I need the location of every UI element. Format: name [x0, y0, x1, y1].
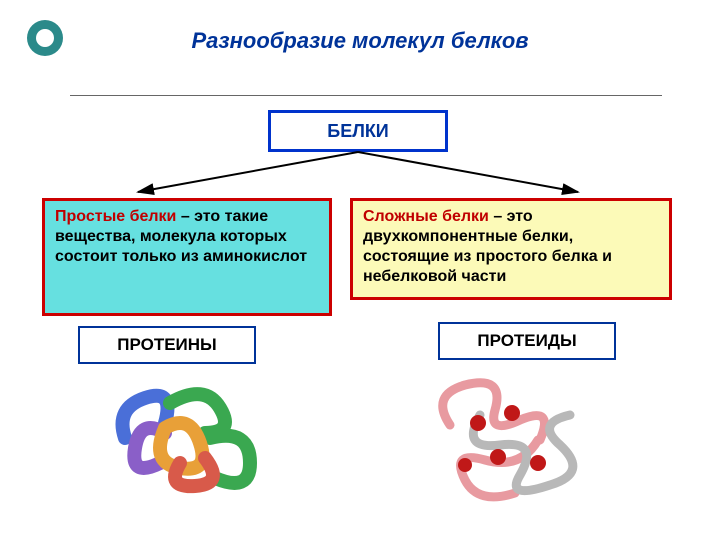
right-label-text: ПРОТЕИДЫ: [477, 331, 576, 351]
right-protein-image: [420, 365, 600, 515]
root-box-label: БЕЛКИ: [327, 121, 389, 142]
root-box: БЕЛКИ: [268, 110, 448, 152]
left-label-box: ПРОТЕИНЫ: [78, 326, 256, 364]
arrow-left: [138, 152, 358, 192]
right-label-box: ПРОТЕИДЫ: [438, 322, 616, 360]
left-desc-highlight: Простые белки: [55, 208, 176, 225]
page-title: Разнообразие молекул белков: [0, 28, 720, 54]
right-desc-box: Сложные белки – это двухкомпонентные бел…: [350, 198, 672, 300]
left-desc-box: Простые белки – это такие вещества, моле…: [42, 198, 332, 316]
title-divider: [70, 95, 662, 96]
left-label-text: ПРОТЕИНЫ: [117, 335, 216, 355]
left-protein-image: [110, 368, 270, 498]
right-desc-highlight: Сложные белки: [363, 208, 489, 225]
arrow-right: [358, 152, 578, 192]
